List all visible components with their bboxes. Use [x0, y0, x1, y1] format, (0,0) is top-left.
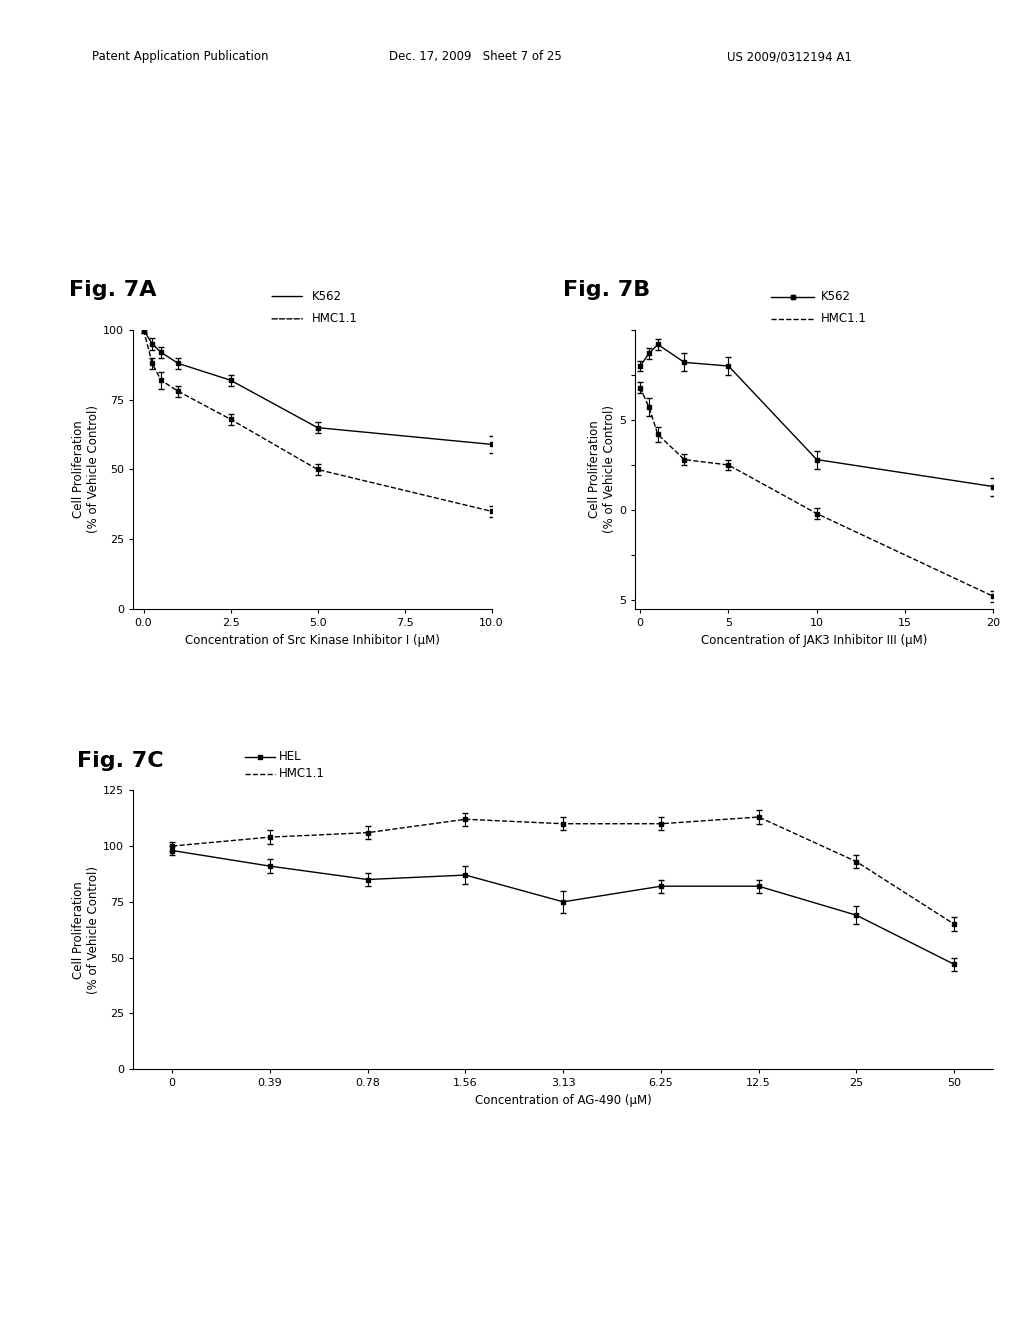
X-axis label: Concentration of Src Kinase Inhibitor I (μM): Concentration of Src Kinase Inhibitor I …: [185, 634, 439, 647]
Y-axis label: Cell Proliferation
(% of Vehicle Control): Cell Proliferation (% of Vehicle Control…: [73, 405, 100, 533]
Text: K562: K562: [821, 290, 851, 304]
X-axis label: Concentration of JAK3 Inhibitor III (μM): Concentration of JAK3 Inhibitor III (μM): [700, 634, 928, 647]
Text: Fig. 7C: Fig. 7C: [77, 751, 164, 771]
Text: Dec. 17, 2009   Sheet 7 of 25: Dec. 17, 2009 Sheet 7 of 25: [389, 50, 562, 63]
Text: Fig. 7A: Fig. 7A: [69, 280, 156, 300]
Y-axis label: Cell Proliferation
(% of Vehicle Control): Cell Proliferation (% of Vehicle Control…: [72, 866, 100, 994]
Text: Patent Application Publication: Patent Application Publication: [92, 50, 268, 63]
Text: US 2009/0312194 A1: US 2009/0312194 A1: [727, 50, 852, 63]
Text: HMC1.1: HMC1.1: [280, 767, 326, 780]
X-axis label: Concentration of AG-490 (μM): Concentration of AG-490 (μM): [475, 1094, 651, 1106]
Text: HMC1.1: HMC1.1: [312, 313, 358, 325]
Y-axis label: Cell Proliferation
(% of Vehicle Control): Cell Proliferation (% of Vehicle Control…: [588, 405, 616, 533]
Text: K562: K562: [312, 290, 342, 304]
Text: Fig. 7B: Fig. 7B: [563, 280, 650, 300]
Text: HEL: HEL: [280, 750, 302, 763]
Text: HMC1.1: HMC1.1: [821, 313, 867, 325]
